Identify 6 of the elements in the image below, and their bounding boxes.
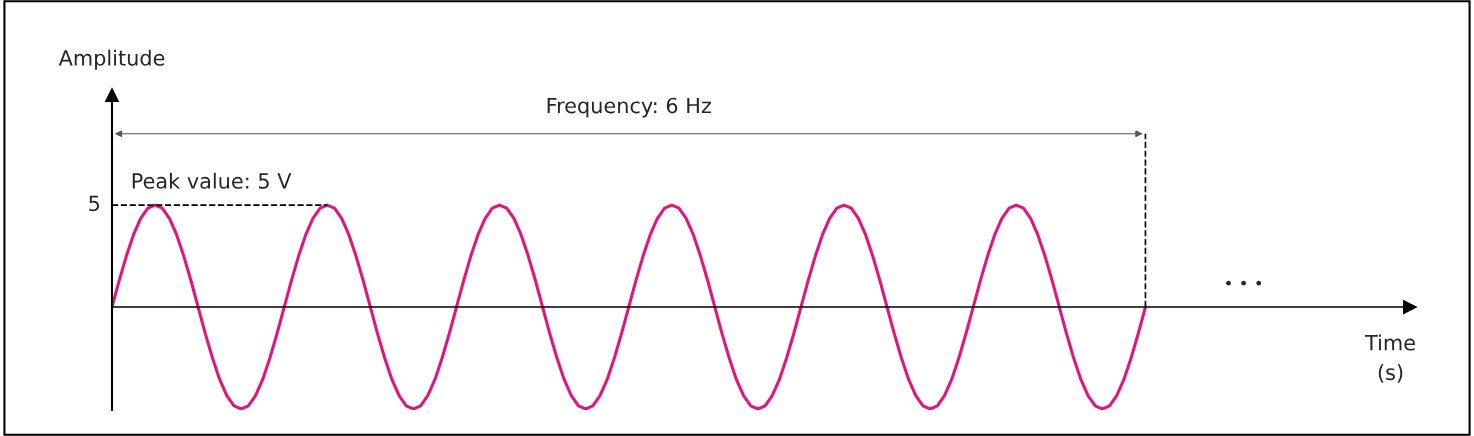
text: Amplitude (58, 49, 165, 70)
text: Frequency: 6 Hz (547, 97, 711, 118)
text: Peak value: 5 V (132, 172, 292, 189)
text: 5 (89, 195, 100, 212)
text: • • • (1226, 280, 1262, 286)
text: Time (s) (1364, 334, 1415, 383)
